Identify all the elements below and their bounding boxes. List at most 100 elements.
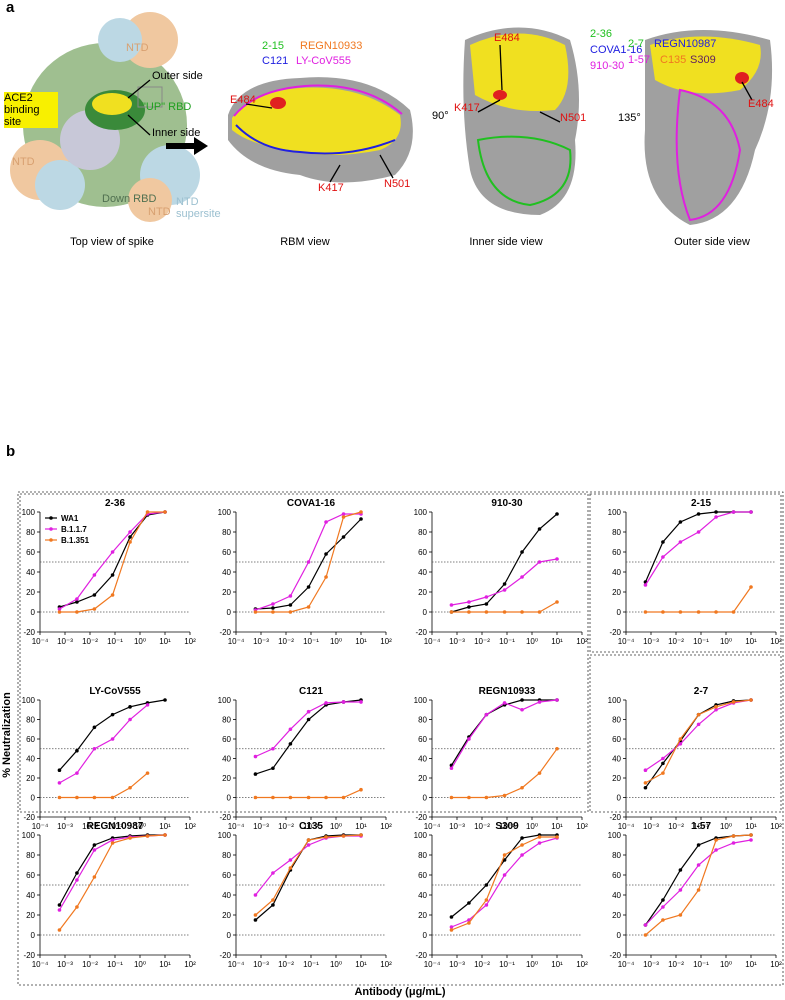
data-point	[749, 585, 753, 589]
data-point	[678, 888, 683, 892]
series-line	[450, 699, 557, 766]
y-tick-label: 0	[227, 931, 232, 940]
data-point	[57, 781, 62, 785]
data-point	[502, 793, 507, 798]
x-tick-label: 10⁻²	[278, 822, 294, 831]
x-tick-label: 10⁻²	[278, 637, 294, 646]
label: E484	[494, 32, 520, 44]
panel-label: a	[6, 0, 15, 16]
series-line	[59, 772, 148, 799]
y-tick-label: 60	[612, 548, 621, 557]
chart-title: REGN10933	[479, 686, 536, 697]
y-tick-label: 20	[612, 588, 621, 597]
x-tick-label: 10²	[184, 822, 196, 831]
data-point	[128, 785, 132, 790]
label: K417	[454, 102, 480, 114]
legend-label: B.1.351	[61, 536, 90, 545]
series-line	[451, 836, 557, 931]
data-point	[288, 866, 293, 870]
data-point	[288, 594, 293, 598]
y-tick-label: -20	[23, 628, 35, 637]
x-tick-label: 10⁰	[720, 960, 732, 969]
label: 2-36	[590, 28, 613, 40]
x-tick-label: 10¹	[159, 637, 171, 646]
x-tick-label: 10¹	[745, 822, 757, 831]
x-tick-label: 10⁰	[134, 960, 146, 969]
chart-title: REGN10987	[87, 821, 144, 832]
data-point	[555, 557, 559, 561]
label: Down RBD	[102, 193, 157, 205]
series-line	[645, 699, 752, 784]
y-tick-label: 40	[418, 568, 427, 577]
y-tick-label: 80	[222, 716, 231, 725]
chart-title: 910-30	[491, 498, 523, 509]
y-tick-label: 0	[423, 931, 428, 940]
data-point	[467, 600, 471, 604]
x-tick-label: 10⁰	[134, 637, 146, 646]
data-point	[661, 905, 665, 909]
data-point	[75, 610, 79, 614]
data-point	[520, 575, 524, 579]
y-tick-label: -20	[415, 951, 427, 960]
data-point	[643, 923, 648, 927]
y-tick-label: 40	[222, 568, 231, 577]
data-point	[92, 795, 97, 800]
x-tick-label: 10¹	[355, 637, 367, 646]
y-tick-label: 40	[26, 891, 35, 900]
y-tick-label: -20	[415, 628, 427, 637]
data-point	[324, 795, 328, 800]
data-point	[696, 512, 701, 516]
data-point	[643, 785, 648, 790]
data-point	[537, 610, 542, 614]
data-point	[467, 737, 471, 741]
y-tick-label: 80	[26, 528, 35, 537]
data-point	[643, 781, 648, 785]
data-point	[678, 742, 683, 746]
data-point	[341, 512, 346, 516]
data-point	[306, 605, 311, 609]
data-point	[467, 901, 471, 905]
data-point	[163, 510, 167, 514]
y-tick-label: 20	[612, 774, 621, 783]
data-point	[359, 700, 363, 704]
data-point	[75, 871, 79, 875]
y-tick-label: 60	[222, 735, 231, 744]
x-tick-label: 10⁻¹	[499, 960, 515, 969]
legend-label: WA1	[61, 514, 79, 523]
data-point	[253, 610, 258, 614]
series-line	[644, 511, 751, 586]
data-point	[749, 698, 753, 702]
x-tick-label: 10⁻¹	[693, 822, 709, 831]
y-tick-label: 100	[414, 831, 428, 840]
data-point	[714, 705, 718, 709]
data-point	[714, 838, 718, 842]
frames	[17, 491, 784, 986]
data-point	[92, 593, 97, 597]
x-tick-label: 10¹	[551, 637, 563, 646]
x-tick-label: 10⁻³	[643, 637, 659, 646]
y-tick-label: 20	[26, 588, 35, 597]
data-point	[520, 853, 524, 857]
data-point	[75, 771, 79, 775]
x-tick-label: 10²	[770, 822, 782, 831]
data-point	[484, 883, 489, 887]
y-tick-label: 100	[608, 696, 622, 705]
data-point	[92, 725, 97, 730]
x-tick-label: 10²	[184, 960, 196, 969]
series-line	[645, 699, 752, 771]
y-tick-label: -20	[219, 813, 231, 822]
data-point	[128, 836, 132, 840]
y-tick-label: 60	[26, 735, 35, 744]
y-tick-label: 20	[222, 774, 231, 783]
data-point	[271, 606, 275, 610]
label: 910-30	[590, 60, 625, 72]
x-tick-label: 10⁻¹	[499, 637, 515, 646]
y-tick-label: 100	[218, 508, 232, 517]
data-point	[678, 540, 683, 544]
x-tick-label: 10⁻⁴	[424, 822, 441, 831]
data-point	[484, 712, 489, 717]
x-tick-label: 10⁰	[526, 960, 538, 969]
x-tick-label: 10⁻⁴	[32, 637, 49, 646]
